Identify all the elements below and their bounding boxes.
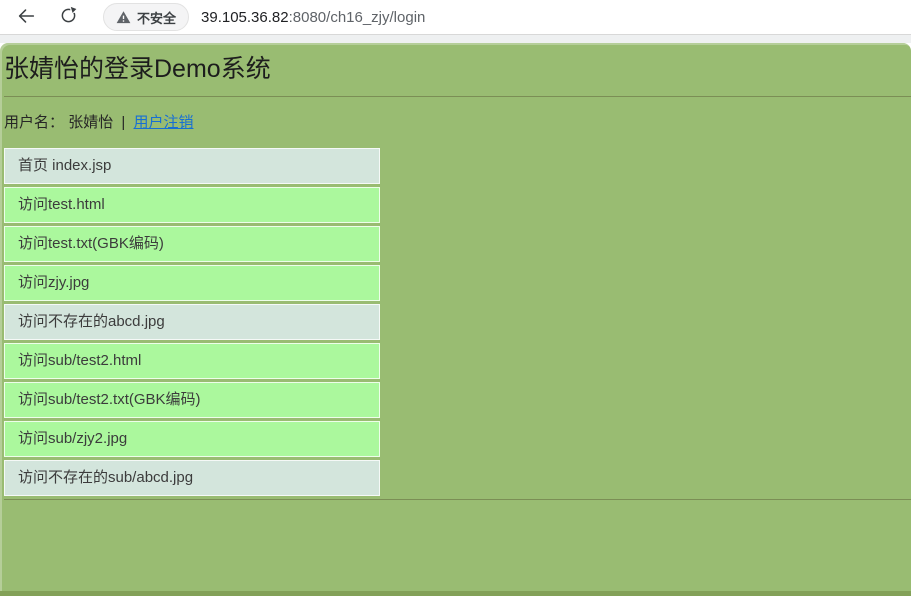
- menu-item-label: 访问test.txt(GBK编码): [18, 235, 164, 252]
- menu-item[interactable]: 访问sub/test2.html: [4, 343, 380, 379]
- menu-item-label: 访问sub/test2.txt(GBK编码): [18, 391, 201, 408]
- toolbar-gap-strip: [0, 35, 911, 43]
- username-label: 用户名：: [4, 114, 65, 131]
- back-button[interactable]: [13, 4, 39, 30]
- url-host: 39.105.36.82: [201, 8, 289, 26]
- menu-item[interactable]: 访问sub/zjy2.jpg: [4, 421, 380, 457]
- menu-item-label: 访问不存在的abcd.jpg: [18, 313, 165, 330]
- page-title: 张婧怡的登录Demo系统: [4, 55, 271, 83]
- menu-item-label: 首页 index.jsp: [18, 157, 112, 174]
- refresh-icon: [58, 5, 79, 29]
- user-line: 用户名： 张婧怡 | 用户注销: [4, 111, 911, 132]
- url-path: :8080/ch16_zjy/login: [288, 8, 426, 26]
- menu-item-label: 访问zjy.jpg: [18, 274, 90, 291]
- browser-toolbar: 不安全 39.105.36.82:8080/ch16_zjy/login: [0, 0, 911, 35]
- menu-item[interactable]: 访问sub/test2.txt(GBK编码): [4, 382, 380, 418]
- warning-triangle-icon: [116, 10, 131, 23]
- divider-bar: |: [121, 114, 126, 131]
- menu-item[interactable]: 访问不存在的sub/abcd.jpg: [4, 460, 380, 496]
- menu-item-label: 访问test.html: [18, 196, 105, 213]
- menu-item[interactable]: 访问test.txt(GBK编码): [4, 226, 380, 262]
- menu-item[interactable]: 访问zjy.jpg: [4, 265, 380, 301]
- bottom-edge-strip: [0, 591, 911, 596]
- username-value: 张婧怡: [68, 114, 114, 131]
- refresh-button[interactable]: [55, 4, 81, 30]
- address-bar[interactable]: 不安全 39.105.36.82:8080/ch16_zjy/login: [103, 2, 911, 32]
- menu-item[interactable]: 首页 index.jsp: [4, 148, 380, 184]
- menu-item[interactable]: 访问test.html: [4, 187, 380, 223]
- menu-list: 首页 index.jsp 访问test.html 访问test.txt(GBK编…: [4, 148, 380, 496]
- logout-link[interactable]: 用户注销: [133, 114, 194, 131]
- menu-item-label: 访问sub/test2.html: [18, 352, 142, 369]
- menu-item[interactable]: 访问不存在的abcd.jpg: [4, 304, 380, 340]
- menu-item-label: 访问sub/zjy2.jpg: [18, 430, 128, 447]
- back-arrow-icon: [15, 5, 37, 30]
- menu-item-label: 访问不存在的sub/abcd.jpg: [18, 469, 194, 486]
- bottom-divider: [4, 499, 911, 500]
- page-content: 张婧怡的登录Demo系统 用户名： 张婧怡 | 用户注销 首页 index.js…: [0, 43, 911, 596]
- url-text[interactable]: 39.105.36.82:8080/ch16_zjy/login: [201, 9, 425, 26]
- security-badge[interactable]: 不安全: [103, 3, 190, 31]
- title-divider: [4, 96, 911, 97]
- security-label: 不安全: [137, 10, 177, 26]
